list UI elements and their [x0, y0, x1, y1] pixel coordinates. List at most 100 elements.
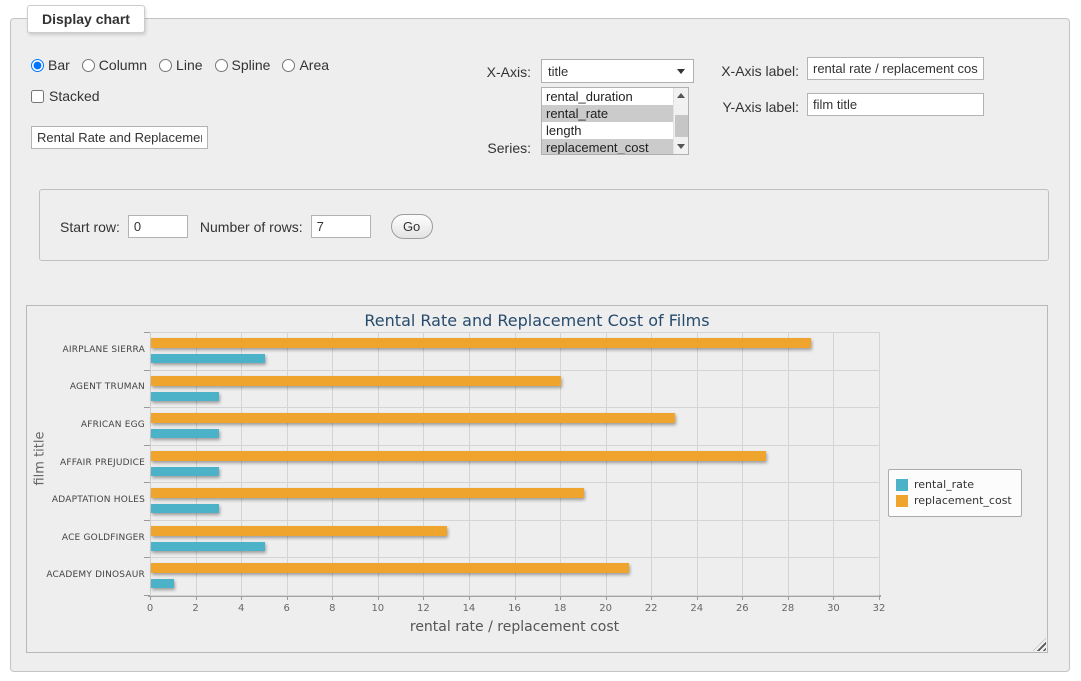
bar-replacement_cost	[151, 488, 584, 499]
scroll-up-button[interactable]	[674, 88, 688, 103]
gridline	[833, 332, 835, 595]
category-label: ACADEMY DINOSAUR	[46, 570, 145, 581]
bar-replacement_cost	[151, 450, 766, 461]
series-options: rental_duration rental_rate length replacem…	[542, 88, 688, 154]
category-tick	[144, 369, 150, 371]
axis-tick	[332, 596, 334, 600]
legend-label: replacement_cost	[914, 494, 1012, 507]
axis-tick	[560, 596, 562, 600]
chart-type-radio-area[interactable]	[282, 58, 296, 72]
x-axis-selected-value: title	[548, 63, 569, 79]
chart-type-label-spline: Spline	[231, 57, 271, 73]
chart-type-label-line: Line	[176, 57, 203, 73]
x-tick-label: 26	[735, 603, 749, 614]
chart-type-label-column: Column	[98, 57, 148, 73]
gridline	[332, 332, 334, 595]
gridline	[241, 332, 243, 595]
legend-label: rental_rate	[914, 478, 974, 491]
legend-item-replacement_cost[interactable]: replacement_cost	[896, 494, 1012, 507]
category-tick	[144, 595, 150, 596]
scrollbar-thumb[interactable]	[675, 115, 688, 137]
x-tick-label: 32	[872, 603, 886, 614]
category-tick	[144, 332, 150, 333]
bar-replacement_cost	[151, 525, 447, 536]
category-label: ADAPTATION HOLES	[51, 495, 145, 506]
axis-tick	[195, 596, 197, 600]
stacked-row: Stacked	[31, 88, 100, 104]
x-tick-label: 0	[146, 603, 154, 614]
gridline	[879, 332, 880, 595]
x-tick-label: 4	[237, 603, 245, 614]
x-tick-label: 8	[329, 603, 336, 614]
chart-type-radio-bar[interactable]	[31, 58, 44, 72]
chart-type-radio-spline[interactable]	[214, 58, 228, 72]
bar-rental_rate	[151, 391, 220, 401]
bar-replacement_cost	[151, 338, 812, 348]
series-option-replacement_cost[interactable]: replacement_cost	[542, 139, 688, 154]
stacked-checkbox[interactable]	[31, 89, 44, 103]
start-row-label: Start row:	[60, 218, 120, 235]
gridline	[286, 332, 288, 595]
axis-tick	[787, 596, 789, 600]
x-axis-label-input[interactable]	[807, 57, 984, 80]
chart-type-label-area: Area	[299, 57, 330, 73]
legend-swatch-icon	[896, 478, 908, 491]
chart-type-radio-column[interactable]	[81, 58, 95, 72]
category-label: AIRPLANE SIERRA	[62, 344, 145, 355]
rows-panel: Start row: Number of rows: Go	[39, 189, 1049, 261]
panel-title: Display chart	[27, 5, 145, 33]
arrow-up-icon	[677, 93, 685, 98]
display-chart-panel: Display chart Bar Column Line Spline Area St…	[10, 5, 1070, 672]
y-axis-label-input[interactable]	[807, 93, 984, 116]
category-label: AFRICAN EGG	[80, 419, 145, 430]
chart-type-radio-group: Bar Column Line Spline Area	[31, 57, 337, 73]
axis-tick	[742, 596, 744, 600]
chart-container: Rental Rate and Replacement Cost of Film…	[26, 305, 1048, 653]
series-multiselect[interactable]: rental_duration rental_rate length replacem…	[541, 87, 689, 155]
axis-tick	[879, 596, 880, 600]
series-option-rental_rate[interactable]: rental_rate	[542, 105, 688, 122]
gridline	[150, 444, 879, 446]
x-tick-label: 14	[462, 603, 476, 614]
bar-rental_rate	[151, 579, 174, 589]
x-axis-select[interactable]: title	[541, 59, 694, 83]
x-tick-label: 6	[283, 603, 290, 614]
bar-rental_rate	[151, 466, 220, 476]
x-tick-label: 20	[599, 603, 612, 614]
axis-tick	[150, 596, 151, 600]
resize-handle-icon[interactable]	[1033, 638, 1046, 651]
series-option-length[interactable]: length	[546, 123, 582, 138]
axis-tick	[651, 596, 653, 600]
gridline	[150, 332, 879, 333]
x-axis-select-label: X-Axis:	[486, 64, 531, 80]
chart-type-radio-line[interactable]	[159, 58, 173, 72]
bar-rental_rate	[151, 429, 220, 439]
y-axis-label-caption: Y-Axis label:	[722, 99, 799, 115]
category-label: AFFAIR PREJUDICE	[60, 457, 145, 468]
x-tick-label: 12	[417, 603, 430, 614]
series-scrollbar[interactable]	[673, 88, 688, 154]
series-select-label: Series:	[487, 140, 531, 156]
category-label: AGENT TRUMAN	[69, 382, 145, 393]
gridline	[560, 332, 562, 595]
start-row-input[interactable]	[127, 215, 188, 238]
gridline	[150, 407, 879, 409]
axis-tick	[241, 596, 243, 600]
arrow-down-icon	[677, 144, 685, 149]
x-tick-label: 28	[781, 603, 795, 614]
axis-tick	[833, 596, 835, 600]
gridline	[651, 332, 653, 595]
x-tick-label: 2	[192, 603, 199, 614]
num-rows-input[interactable]	[310, 215, 371, 238]
legend-item-rental_rate[interactable]: rental_rate	[896, 478, 1012, 491]
category-tick	[144, 482, 150, 484]
chart-title-input[interactable]	[31, 126, 208, 149]
x-axis-label-caption: X-Axis label:	[721, 63, 799, 79]
axis-tick	[286, 596, 288, 600]
axis-tick	[514, 596, 516, 600]
go-button[interactable]: Go	[390, 214, 433, 239]
x-tick-label: 10	[371, 603, 385, 614]
axis-tick	[377, 596, 379, 600]
legend-swatch-icon	[896, 494, 908, 507]
series-option-rental_duration[interactable]: rental_duration	[546, 89, 633, 104]
